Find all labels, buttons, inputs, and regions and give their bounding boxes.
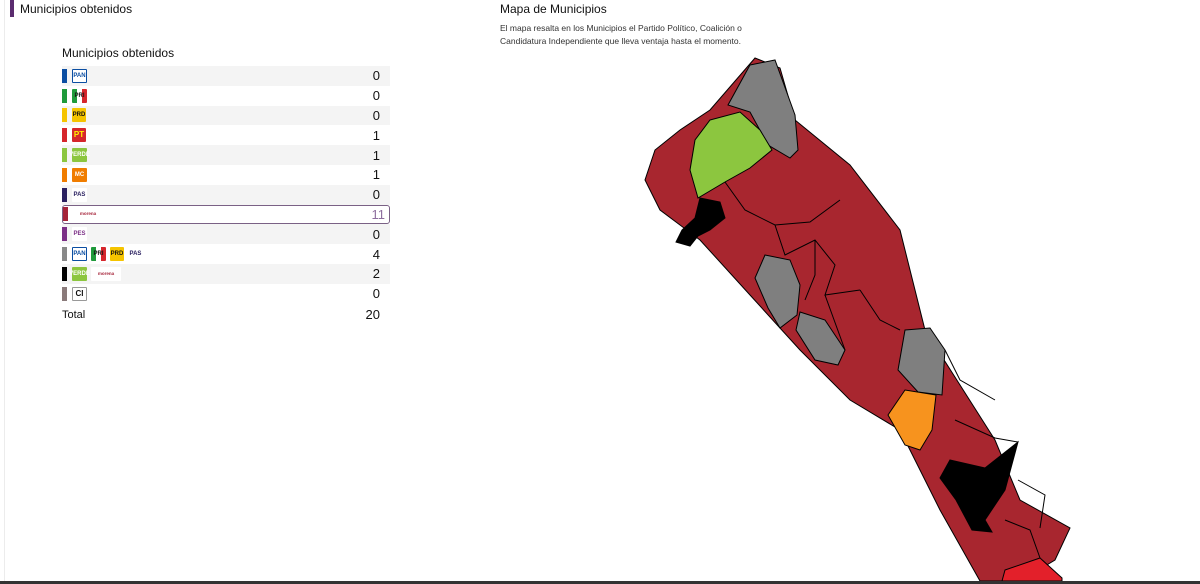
map-region-black-south[interactable] bbox=[939, 440, 1019, 533]
municipios-count: 1 bbox=[372, 147, 380, 163]
party-color-swatch bbox=[62, 286, 67, 301]
table-row: PAS 0 bbox=[62, 184, 390, 205]
table-title: Municipios obtenidos bbox=[62, 46, 175, 60]
municipios-count: 1 bbox=[372, 167, 380, 183]
map-region-gray-east[interactable] bbox=[897, 327, 946, 396]
table-row: PRI 0 bbox=[62, 86, 390, 106]
table-row: VERDE morena 2 bbox=[62, 263, 390, 284]
table-row: PES 0 bbox=[62, 224, 390, 245]
party-logos: VERDE bbox=[69, 148, 90, 163]
pri-logo: PRI bbox=[72, 88, 87, 103]
map-region-red[interactable] bbox=[1001, 557, 1063, 581]
prd-logo: PRD bbox=[72, 108, 86, 123]
total-value: 20 bbox=[365, 307, 380, 322]
party-logos: MC bbox=[72, 167, 87, 182]
section-heading-text: Municipios obtenidos bbox=[20, 1, 133, 16]
party-color-swatch bbox=[62, 167, 67, 182]
map-region-green[interactable] bbox=[689, 111, 773, 199]
pri-logo: PRI bbox=[91, 247, 106, 262]
map-region-morena[interactable] bbox=[644, 57, 1071, 581]
party-color-swatch bbox=[62, 148, 67, 163]
party-logos: CI bbox=[72, 286, 87, 301]
table-row: PAN PRI PRD PAS 4 bbox=[62, 244, 390, 264]
table-row: morena 11 bbox=[62, 204, 390, 225]
municipios-count: 0 bbox=[372, 187, 380, 203]
party-color-swatch bbox=[62, 68, 67, 83]
pvem-logo: VERDE bbox=[69, 148, 90, 163]
party-color-swatch bbox=[62, 128, 67, 143]
municipios-panel: Municipios obtenidos Municipios obtenido… bbox=[0, 0, 470, 584]
municipio-borders bbox=[724, 181, 1046, 559]
table-row: VERDE 1 bbox=[62, 145, 390, 165]
mc-logo: MC bbox=[72, 167, 87, 182]
municipios-count: 11 bbox=[371, 206, 386, 222]
table-row: PT 1 bbox=[62, 125, 390, 145]
prd-logo: PRD bbox=[110, 247, 124, 262]
party-color-swatch bbox=[62, 227, 67, 242]
pas-logo: PAS bbox=[72, 187, 87, 202]
party-logos: PAN bbox=[72, 68, 87, 83]
pt-logo: PT bbox=[72, 128, 86, 143]
table-row: PAN 0 bbox=[62, 66, 390, 86]
party-color-swatch bbox=[63, 207, 68, 222]
municipios-count: 0 bbox=[372, 286, 380, 302]
pan-logo: PAN bbox=[72, 247, 87, 262]
party-color-swatch bbox=[62, 88, 67, 103]
section-heading: Municipios obtenidos bbox=[10, 0, 132, 17]
municipios-count: 4 bbox=[372, 246, 380, 262]
table-row: PRD 0 bbox=[62, 105, 390, 126]
map-region-gray-north[interactable] bbox=[727, 59, 799, 159]
party-logos: PT bbox=[72, 128, 86, 143]
map-title: Mapa de Municipios bbox=[500, 2, 607, 16]
party-color-swatch bbox=[62, 108, 67, 123]
municipios-count: 1 bbox=[372, 127, 380, 143]
party-logos: PAS bbox=[72, 187, 87, 202]
map-description: El mapa resalta en los Municipios el Par… bbox=[500, 23, 742, 46]
party-logos: PES bbox=[72, 227, 87, 242]
total-row: Total 20 bbox=[62, 306, 390, 326]
morena-logo: morena bbox=[91, 266, 121, 281]
table-row: MC 1 bbox=[62, 165, 390, 185]
panel-divider bbox=[4, 0, 5, 584]
total-label: Total bbox=[62, 309, 86, 321]
party-color-swatch bbox=[62, 187, 67, 202]
results-table: PAN 0 PRI 0 PRD 0 PT 1 VERDE 1 MC 1 PAS 0 morena 11 PES 0… bbox=[62, 66, 390, 304]
pas-logo: PAS bbox=[128, 247, 143, 262]
table-row: CI 0 bbox=[62, 284, 390, 304]
party-logos: morena bbox=[73, 207, 103, 222]
party-logos: PRD bbox=[72, 108, 86, 123]
municipios-count: 0 bbox=[372, 68, 380, 84]
bottom-border bbox=[0, 581, 1200, 584]
party-logos: PAN PRI PRD PAS bbox=[72, 247, 143, 262]
party-color-swatch bbox=[62, 266, 67, 281]
pes-logo: PES bbox=[72, 227, 87, 242]
heading-accent-bar bbox=[10, 0, 14, 17]
pan-logo: PAN bbox=[72, 68, 87, 83]
party-logos: VERDE morena bbox=[69, 266, 121, 281]
map-region-black-north[interactable] bbox=[675, 197, 726, 247]
municipios-count: 0 bbox=[372, 107, 380, 123]
ci-logo: CI bbox=[72, 286, 87, 301]
municipios-count: 0 bbox=[372, 226, 380, 242]
map-region-orange[interactable] bbox=[887, 389, 937, 451]
map-region-gray-coast[interactable] bbox=[795, 311, 846, 366]
morena-logo: morena bbox=[73, 207, 103, 222]
municipios-count: 2 bbox=[372, 266, 380, 282]
sinaloa-municipios-map bbox=[644, 57, 1071, 581]
pvem-logo: VERDE bbox=[69, 266, 90, 281]
map-region-gray-mid[interactable] bbox=[754, 254, 801, 329]
municipios-count: 0 bbox=[372, 88, 380, 104]
party-color-swatch bbox=[62, 247, 67, 262]
party-logos: PRI bbox=[72, 88, 87, 103]
